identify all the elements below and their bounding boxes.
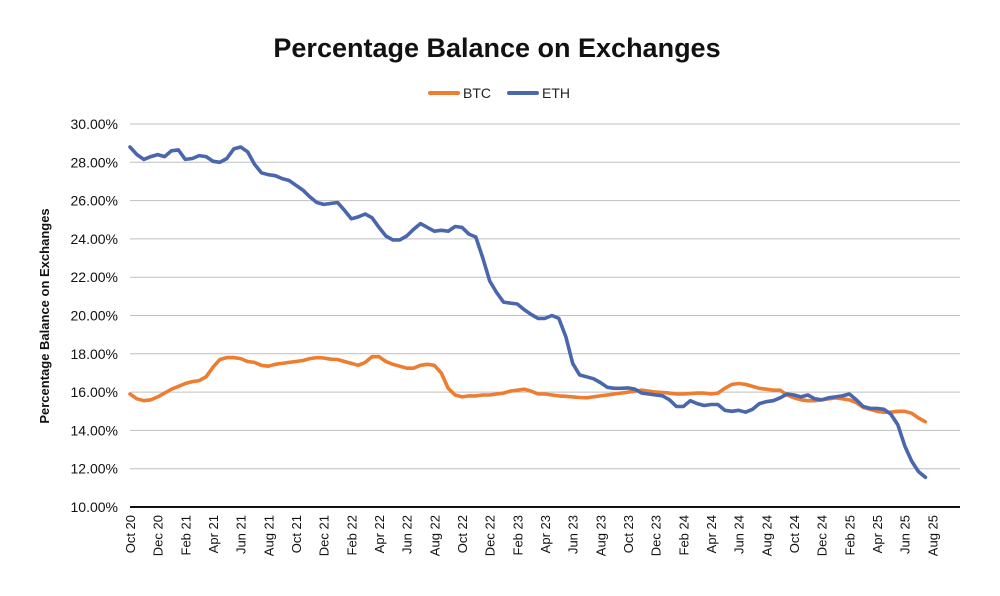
y-tick-label: 24.00% [71, 231, 118, 247]
x-tick-label: Jun 23 [566, 515, 581, 554]
x-tick-label: Jun 24 [732, 515, 747, 554]
x-tick-label: Dec 23 [649, 515, 664, 556]
y-tick-label: 26.00% [71, 193, 118, 209]
y-tick-label: 16.00% [71, 384, 118, 400]
x-tick-label: Feb 22 [344, 515, 359, 555]
x-tick-label: Apr 23 [538, 515, 553, 553]
series-lines [128, 145, 928, 480]
y-axis-ticks: 10.00% 12.00% 14.00% 16.00% 18.00% 20.00% 22.0… [71, 116, 118, 515]
y-tick-label: 18.00% [71, 346, 118, 362]
y-axis-label: Percentage Balance on Exchanges [37, 208, 52, 423]
chart-title: Percentage Balance on Exchanges [273, 33, 720, 63]
gridlines [130, 123, 960, 470]
x-tick-label: Aug 21 [261, 515, 276, 556]
x-tick-label: Apr 25 [870, 515, 885, 553]
x-tick-label: Dec 22 [483, 515, 498, 556]
x-tick-label: Dec 24 [815, 515, 830, 556]
x-tick-label: Dec 20 [151, 515, 166, 556]
x-tick-label: Jun 25 [898, 515, 913, 554]
series-line-eth [128, 145, 928, 480]
x-tick-label: Apr 22 [372, 515, 387, 553]
y-tick-label: 14.00% [71, 422, 118, 438]
y-tick-label: 30.00% [71, 116, 118, 132]
y-tick-label: 10.00% [71, 499, 118, 515]
legend-label-btc: BTC [463, 85, 491, 101]
x-tick-label: Apr 21 [206, 515, 221, 553]
legend-label-eth: ETH [542, 85, 570, 101]
x-tick-label: Dec 21 [317, 515, 332, 556]
x-tick-label: Feb 23 [510, 515, 525, 555]
x-tick-label: Aug 22 [427, 515, 442, 556]
x-tick-label: Oct 22 [455, 515, 470, 553]
x-tick-label: Oct 21 [289, 515, 304, 553]
x-tick-label: Feb 24 [676, 515, 691, 555]
y-tick-label: 12.00% [71, 461, 118, 477]
x-tick-label: Aug 24 [759, 515, 774, 556]
y-tick-label: 22.00% [71, 269, 118, 285]
x-tick-label: Oct 24 [787, 515, 802, 553]
x-axis-ticks: Oct 20 Dec 20 Feb 21 Apr 21 Jun 21 Aug 21 Oct … [123, 515, 940, 556]
x-tick-label: Jun 22 [400, 515, 415, 554]
x-tick-label: Feb 21 [178, 515, 193, 555]
x-tick-label: Feb 25 [842, 515, 857, 555]
x-tick-label: Oct 23 [621, 515, 636, 553]
x-tick-label: Jun 21 [234, 515, 249, 554]
series-line-btc [128, 354, 928, 424]
legend: BTC ETH [428, 85, 570, 101]
x-tick-label: Apr 24 [704, 515, 719, 553]
x-tick-label: Aug 23 [593, 515, 608, 556]
x-tick-label: Aug 25 [925, 515, 940, 556]
y-tick-label: 20.00% [71, 308, 118, 324]
y-tick-label: 28.00% [71, 154, 118, 170]
x-tick-label: Oct 20 [123, 515, 138, 553]
